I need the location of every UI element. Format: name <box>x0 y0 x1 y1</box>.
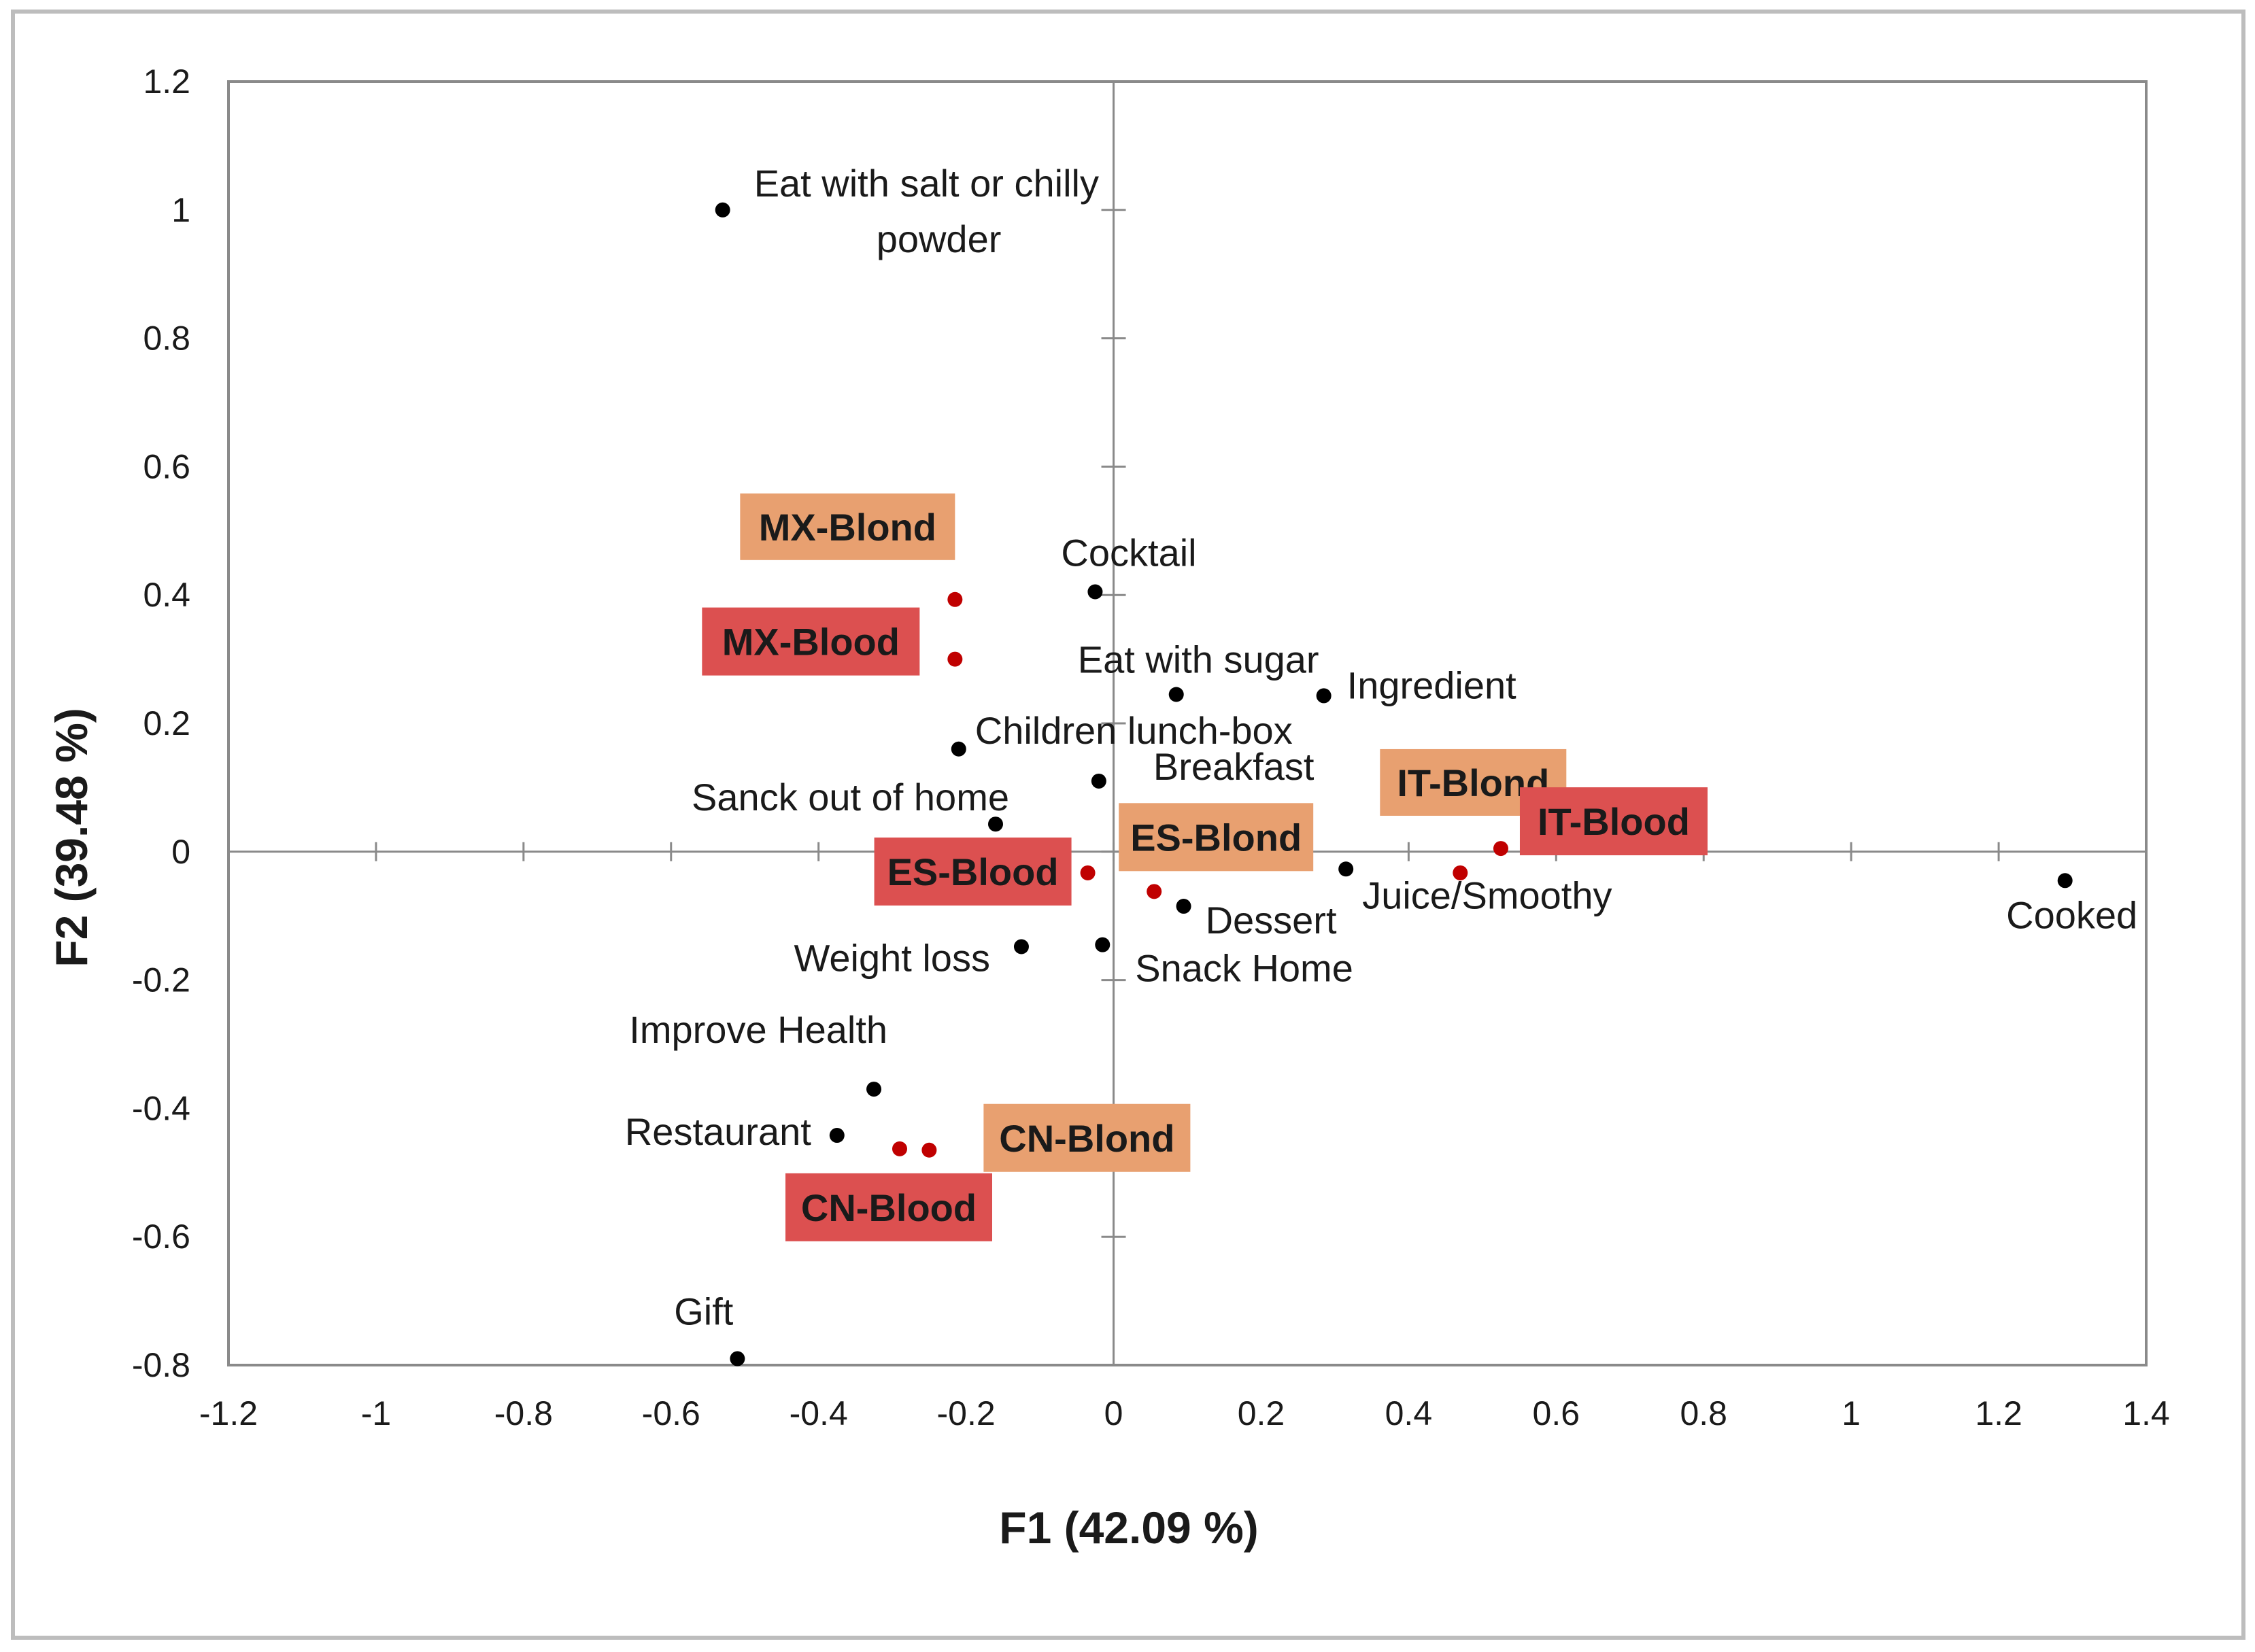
point-label-layer: Eat with salt or chilly powder Cocktail Ea… <box>625 162 2137 1333</box>
group-label: MX-Blood <box>722 621 900 664</box>
plot-area-border <box>227 80 2148 1366</box>
variable-point <box>1338 861 1354 877</box>
y-tick-label: 1.2 <box>143 63 190 101</box>
variable-label: Breakfast <box>1153 745 1315 788</box>
variable-point <box>951 741 966 757</box>
variable-point <box>866 1082 882 1097</box>
group-label-box <box>785 1173 992 1241</box>
observation-point <box>892 1141 907 1156</box>
variable-point <box>1091 773 1106 789</box>
group-label: ES-Blond <box>1130 816 1302 859</box>
y-tick-label: 0.4 <box>143 576 190 614</box>
observation-point <box>921 1142 937 1158</box>
y-tick-label: 0.6 <box>143 447 190 485</box>
x-tick-label: -1.2 <box>199 1394 258 1432</box>
variable-point <box>829 1128 845 1143</box>
group-label-box <box>874 837 1072 906</box>
variable-label: Eat with sugar <box>1078 638 1319 681</box>
x-tick-label: 1.4 <box>2122 1394 2170 1432</box>
variable-point <box>988 816 1003 832</box>
x-tick-label: -1 <box>361 1394 391 1432</box>
variable-point <box>730 1351 745 1366</box>
variable-point <box>1013 939 1029 954</box>
group-label: IT-Blood <box>1538 800 1690 843</box>
variable-point <box>1168 687 1184 702</box>
x-tick-label: -0.8 <box>494 1394 553 1432</box>
variable-label: Ingredient <box>1347 664 1517 706</box>
variable-label: Cocktail <box>1061 531 1196 574</box>
variable-label: Juice/Smoothy <box>1362 874 1612 916</box>
x-tick-label: -0.2 <box>937 1394 996 1432</box>
y-tick-label: 0.8 <box>143 320 190 358</box>
variable-label: Sanck out of home <box>692 776 1009 819</box>
y-tick-label: -0.6 <box>132 1218 190 1256</box>
variable-point <box>1095 937 1110 952</box>
observation-point <box>947 591 963 607</box>
x-axis-title: F1 (42.09 %) <box>999 1502 1259 1553</box>
variable-label: Restaurant <box>625 1110 811 1153</box>
variable-point <box>1087 584 1103 600</box>
group-label-box <box>983 1103 1191 1172</box>
tick-label-layer: -1.2 -1 -0.8 -0.6 -0.4 -0.2 0 0.2 0.4 0.6 0.8 1 1.2 1… <box>132 63 2170 1432</box>
y-tick-label: 1 <box>171 191 190 229</box>
y-tick-label: -0.4 <box>132 1089 190 1127</box>
y-tick-label: -0.8 <box>132 1346 190 1384</box>
x-tick-label: -0.6 <box>642 1394 700 1432</box>
variable-label: Improve Health <box>629 1008 887 1051</box>
observation-point <box>1493 841 1508 857</box>
x-tick-label: 1 <box>1842 1394 1861 1432</box>
group-label-box <box>702 607 920 676</box>
observation-point <box>1080 865 1096 880</box>
variable-label: Dessert <box>1206 899 1337 942</box>
x-tick-label: 0.4 <box>1385 1394 1433 1432</box>
variable-label: Cooked <box>2006 893 2137 936</box>
observation-point <box>1147 884 1162 899</box>
group-label: CN-Blood <box>801 1186 977 1229</box>
group-label-box <box>1119 803 1314 872</box>
group-label-box <box>1519 787 1708 856</box>
y-tick-label: -0.2 <box>132 961 190 999</box>
variable-point <box>715 202 730 218</box>
observation-point <box>1453 865 1468 880</box>
y-axis-title: F2 (39.48 %) <box>46 708 97 967</box>
x-tick-label: 0.6 <box>1533 1394 1580 1432</box>
variable-label: Children lunch-box <box>975 709 1293 752</box>
variable-label: Snack Home <box>1135 947 1353 990</box>
variable-label: Gift <box>674 1290 734 1333</box>
group-label: MX-Blond <box>759 506 936 549</box>
group-label-box <box>740 493 955 560</box>
x-tick-label: 0.8 <box>1680 1394 1727 1432</box>
variable-label: Eat with salt or chilly powder <box>754 162 1110 260</box>
variable-point <box>1176 899 1191 914</box>
group-label: CN-Blond <box>999 1117 1174 1160</box>
x-tick-label: 0.2 <box>1238 1394 1285 1432</box>
x-tick-label: 0 <box>1104 1394 1123 1432</box>
variable-point <box>1316 688 1332 704</box>
variable-label: Weight loss <box>794 937 990 980</box>
y-tick-label: 0.2 <box>143 704 190 742</box>
variable-point <box>2057 873 2073 889</box>
x-tick-label: -0.4 <box>790 1394 848 1432</box>
y-tick-label: 0 <box>171 833 190 871</box>
observation-point <box>947 651 963 667</box>
x-tick-label: 1.2 <box>1975 1394 2022 1432</box>
point-layer <box>715 202 2073 1366</box>
group-label: ES-Blood <box>887 850 1059 893</box>
